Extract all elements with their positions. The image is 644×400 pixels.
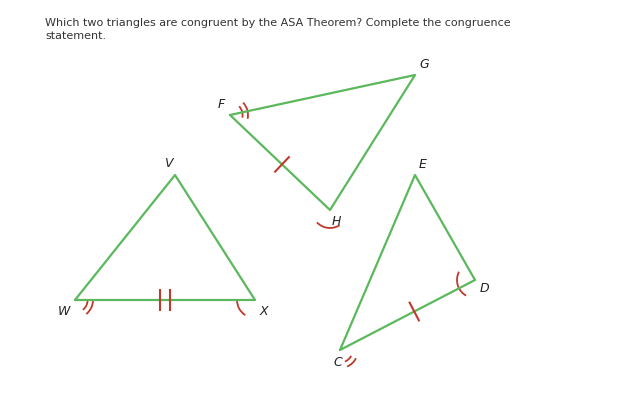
Text: F: F — [218, 98, 225, 111]
Text: W: W — [57, 305, 70, 318]
Text: C: C — [334, 356, 343, 369]
Text: Which two triangles are congruent by the ASA Theorem? Complete the congruence
st: Which two triangles are congruent by the… — [45, 18, 511, 41]
Text: G: G — [419, 58, 429, 71]
Text: D: D — [480, 282, 489, 295]
Text: X: X — [260, 305, 269, 318]
Text: H: H — [332, 215, 341, 228]
Text: E: E — [419, 158, 427, 171]
Text: V: V — [164, 157, 173, 170]
